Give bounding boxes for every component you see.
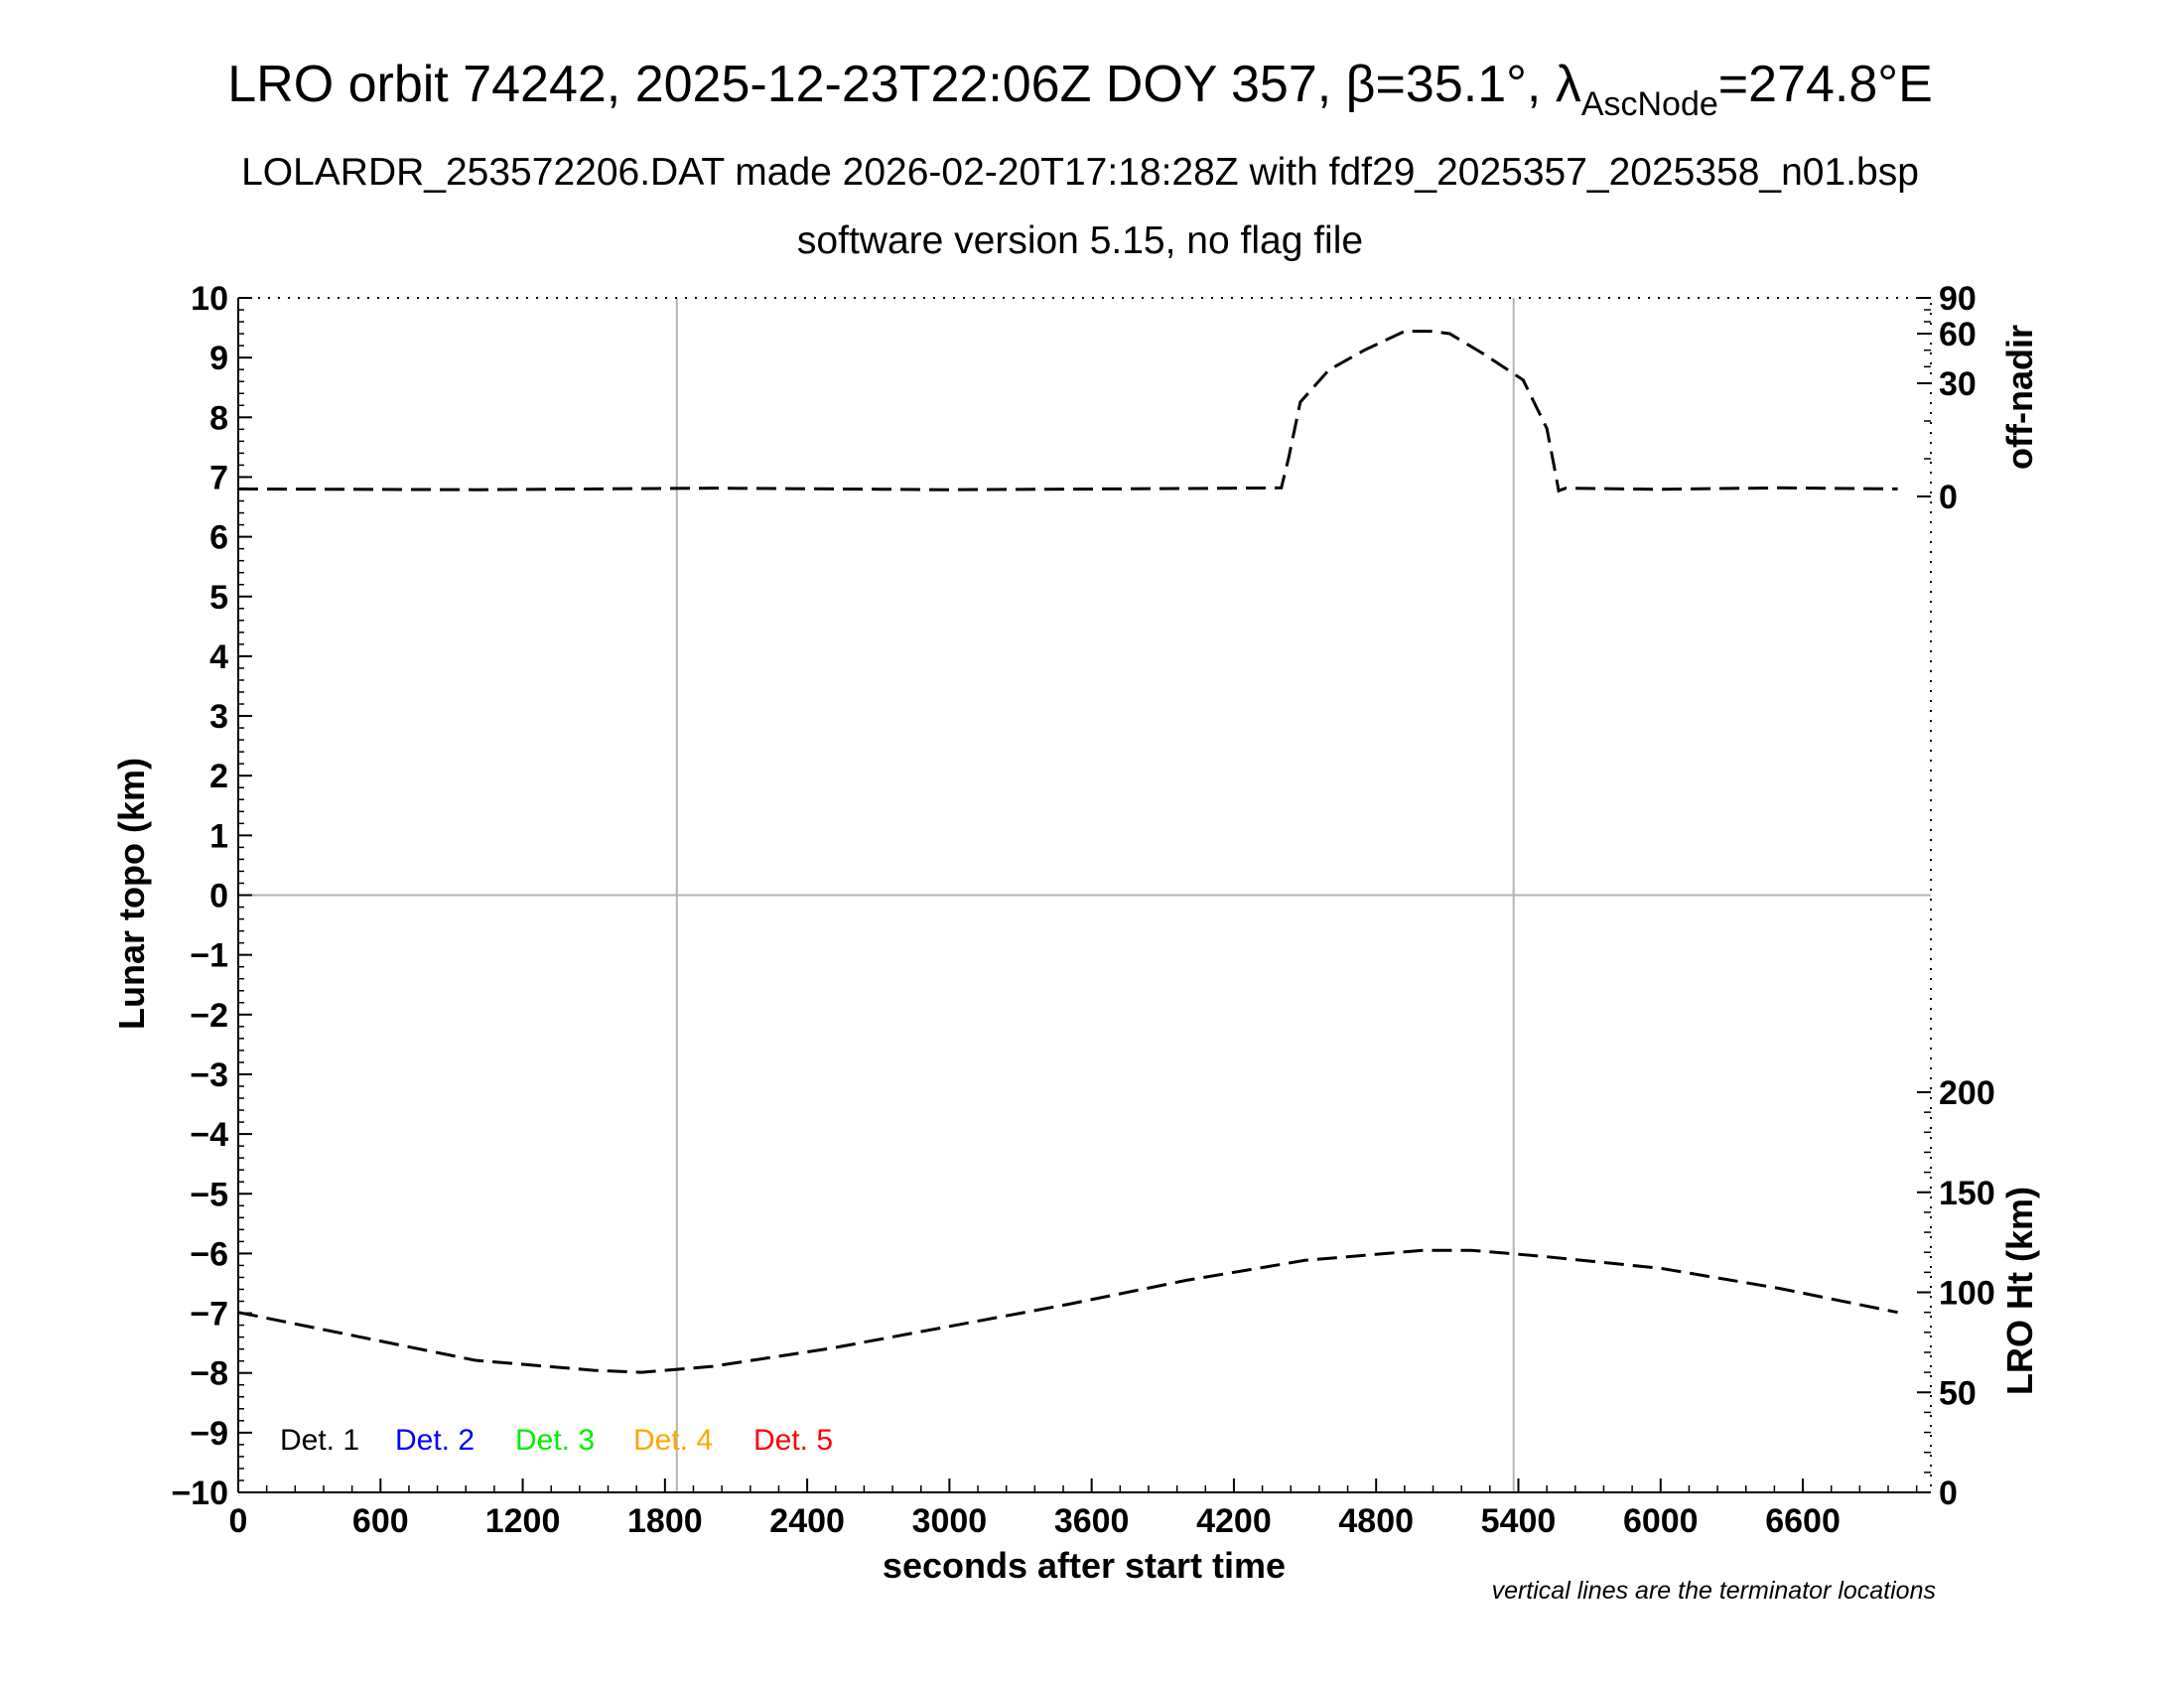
y-tick-label: −10 (171, 1475, 228, 1512)
x-tick-label: 6600 (1765, 1502, 1841, 1540)
off-nadir-series-line (237, 330, 1898, 493)
y-tick-label: 9 (209, 340, 228, 377)
legend: Det. 1 Det. 2 Det. 3 Det. 4 Det. 5 (280, 1424, 833, 1457)
x-tick-label: 5400 (1481, 1502, 1557, 1540)
y-tick-label: −5 (190, 1176, 228, 1213)
off-nadir-tick-label: 0 (1939, 479, 1958, 516)
off-nadir-tick-label: 90 (1939, 280, 1977, 318)
x-tick-label: 3000 (912, 1502, 988, 1540)
legend-item-det-1: Det. 1 (280, 1424, 359, 1457)
x-axis-title: seconds after start time (883, 1545, 1286, 1586)
chart-title: LRO orbit 74242, 2025-12-23T22:06Z DOY 3… (227, 56, 1933, 123)
x-tick-label: 600 (352, 1502, 409, 1540)
lro-height-tick-label: 50 (1939, 1374, 1977, 1412)
grid-lines (238, 298, 1931, 1492)
chart-subtitle-file: LOLARDR_253572206.DAT made 2026-02-20T17… (241, 151, 1919, 194)
chart-subtitle-software: software version 5.15, no flag file (797, 219, 1363, 262)
x-tick-label: 1200 (485, 1502, 561, 1540)
y-tick-label: −6 (190, 1235, 228, 1273)
right-axis-title-lro-height: LRO Ht (km) (1999, 1187, 2040, 1395)
x-tick-label: 2400 (769, 1502, 845, 1540)
y-tick-label: −2 (190, 997, 228, 1035)
terminator-note: vertical lines are the terminator locati… (1492, 1577, 1936, 1605)
legend-item-det-2: Det. 2 (395, 1424, 475, 1457)
lro-height-tick-label: 100 (1939, 1275, 1995, 1313)
title-end: =274.8°E (1718, 56, 1933, 113)
right-axis-title-off-nadir: off-nadir (1999, 325, 2040, 470)
y-axis-right-lro-height: 0 50 100 150 200 (1917, 1074, 1995, 1512)
x-tick-label: 4200 (1196, 1502, 1272, 1540)
x-tick-label: 3600 (1054, 1502, 1130, 1540)
y-tick-label: 6 (209, 519, 228, 557)
off-nadir-tick-label: 30 (1939, 365, 1977, 403)
y-axis-title: Lunar topo (km) (111, 758, 152, 1030)
off-nadir-tick-label: 60 (1939, 316, 1977, 353)
y-tick-label: 8 (209, 399, 228, 437)
legend-item-det-5: Det. 5 (753, 1424, 833, 1457)
y-tick-label: −7 (190, 1296, 228, 1334)
y-tick-label: −1 (190, 937, 228, 975)
y-tick-label: −8 (190, 1355, 228, 1393)
y-tick-label: 4 (209, 638, 228, 676)
lro-height-tick-label: 200 (1939, 1074, 1995, 1112)
y-tick-label: −3 (190, 1056, 228, 1094)
y-tick-label: 2 (209, 758, 228, 795)
y-tick-label: 0 (209, 878, 228, 915)
legend-item-det-4: Det. 4 (633, 1424, 713, 1457)
title-subscript: AscNode (1581, 85, 1718, 123)
y-tick-label: 1 (209, 817, 228, 855)
y-tick-label: 7 (209, 459, 228, 496)
lro-height-series-line (237, 1248, 1898, 1374)
y-tick-label: −9 (190, 1415, 228, 1453)
legend-item-det-3: Det. 3 (515, 1424, 595, 1457)
lro-height-tick-label: 0 (1939, 1475, 1958, 1512)
x-tick-label: 6000 (1623, 1502, 1699, 1540)
title-main: LRO orbit 74242, 2025-12-23T22:06Z DOY 3… (227, 56, 1581, 113)
x-axis: 0 600 1200 1800 2400 3000 3600 4200 4800 5400 6000… (229, 1478, 1918, 1540)
y-tick-label: 10 (191, 280, 228, 318)
x-tick-label: 4800 (1338, 1502, 1414, 1540)
y-tick-label: −4 (190, 1116, 228, 1154)
lro-height-tick-label: 150 (1939, 1175, 1995, 1212)
y-tick-label: 5 (209, 579, 228, 617)
y-tick-label: 3 (209, 698, 228, 736)
x-tick-label: 1800 (627, 1502, 703, 1540)
series-group (237, 330, 1898, 1374)
x-tick-label: 0 (229, 1502, 248, 1540)
